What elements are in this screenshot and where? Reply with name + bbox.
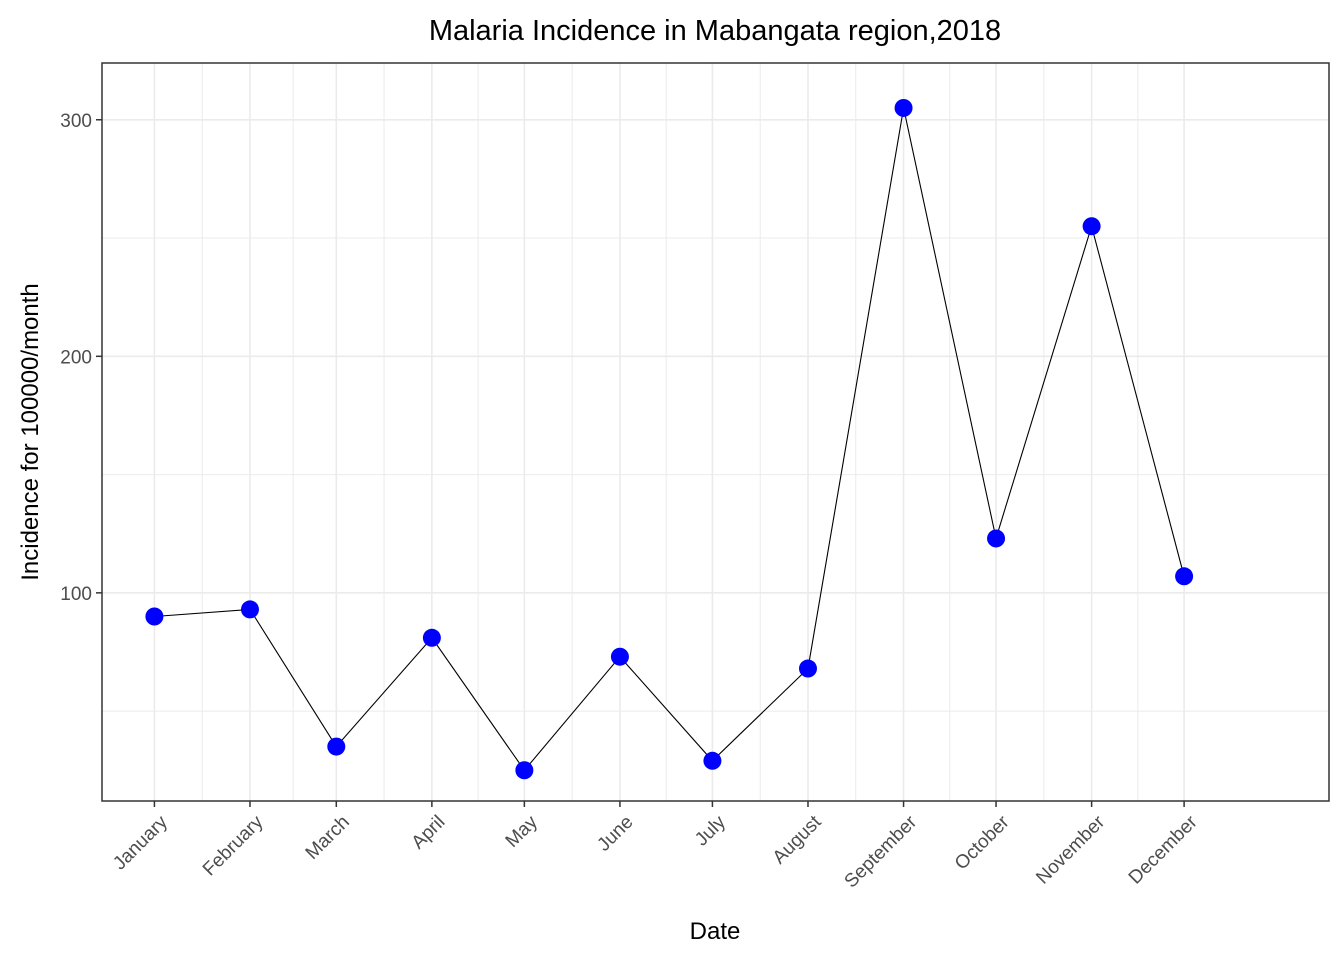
x-tick-label: February	[199, 811, 268, 880]
y-tick-label: 100	[60, 584, 92, 605]
y-tick-label: 300	[60, 111, 92, 132]
data-point	[422, 628, 441, 647]
x-tick-label: July	[691, 811, 730, 850]
y-axis: 100 200 300	[60, 111, 102, 605]
panel-border	[101, 62, 1330, 802]
data-point	[703, 751, 722, 770]
grid-minor	[102, 63, 1329, 801]
grid-major	[102, 63, 1329, 801]
data-point	[515, 761, 534, 780]
x-axis-title: Date	[690, 918, 741, 945]
x-tick-label: November	[1032, 811, 1109, 888]
data-point	[240, 600, 259, 619]
data-point	[327, 737, 346, 756]
series-line	[154, 107, 1185, 772]
data-points	[145, 98, 1194, 780]
x-tick-label: October	[951, 811, 1014, 874]
x-tick-label: August	[769, 811, 826, 868]
data-point	[894, 98, 913, 117]
chart-title: Malaria Incidence in Mabangata region,20…	[429, 15, 1001, 47]
x-tick-label: April	[408, 812, 450, 854]
series-polyline	[154, 107, 1185, 772]
data-point	[987, 529, 1006, 548]
x-tick-label: September	[841, 811, 922, 892]
x-tick-label: December	[1125, 811, 1202, 888]
x-tick-label: March	[302, 812, 354, 864]
y-axis-title: Incidence for 100000/month	[17, 283, 44, 581]
x-tick-label: January	[109, 811, 172, 874]
data-point	[145, 607, 164, 626]
x-tick-label: June	[593, 812, 637, 856]
data-point	[1082, 217, 1101, 236]
data-point	[798, 659, 817, 678]
x-axis: January February March April May June July Augu…	[109, 801, 1202, 892]
y-tick-label: 200	[60, 347, 92, 368]
data-point	[1175, 567, 1194, 586]
data-point	[610, 647, 629, 666]
x-tick-label: May	[502, 811, 543, 852]
